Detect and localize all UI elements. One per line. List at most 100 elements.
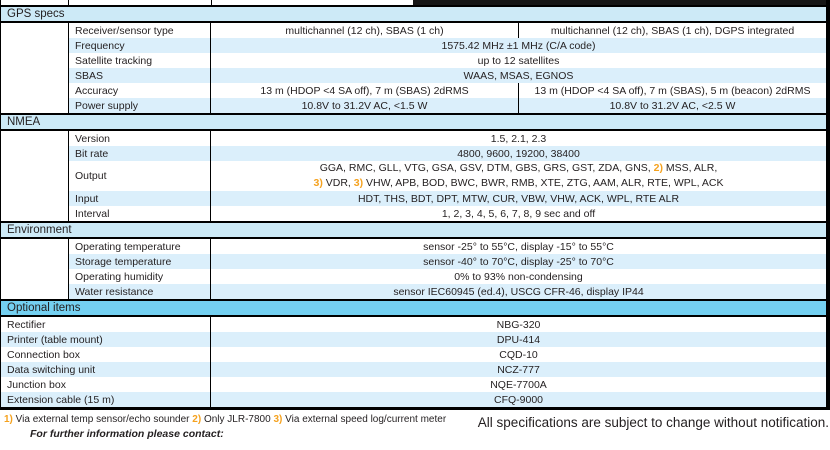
table-row: Frequency 1575.42 MHz ±1 MHz (C/A code) <box>69 38 826 53</box>
divider <box>413 0 826 5</box>
spec-value: NQE-7700A <box>490 378 547 391</box>
footnote-marker-2: 2) <box>653 162 663 174</box>
table-row: Interval 1, 2, 3, 4, 5, 6, 7, 8, 9 sec a… <box>69 206 826 221</box>
table-row: SBAS WAAS, MSAS, EGNOS <box>69 68 826 83</box>
spec-value: up to 12 satellites <box>477 54 560 67</box>
footnotes-line: 1) Via external temp sensor/echo sounder… <box>4 414 830 425</box>
spec-label: Bit rate <box>69 146 211 161</box>
section-header-environment: Environment <box>1 221 826 239</box>
spec-value: CQD-10 <box>499 348 538 361</box>
footnote-text: Via external speed log/current meter <box>282 414 447 425</box>
section-header-optional-items: Optional items <box>1 299 826 317</box>
footnote-marker-1: 1) <box>4 414 13 425</box>
table-row: Connection box CQD-10 <box>1 347 826 362</box>
spec-label: Version <box>69 131 211 146</box>
specifications-notice: All specifications are subject to change… <box>477 415 829 430</box>
spec-label: Junction box <box>1 377 211 392</box>
spec-label: Satellite tracking <box>69 53 211 68</box>
spec-value: 1.5, 2.1, 2.3 <box>490 132 547 145</box>
spec-label: Input <box>69 191 211 206</box>
cropped-previous-row <box>1 0 826 5</box>
spec-value-output: GGA, RMC, GLL, VTG, GSA, GSV, DTM, GBS, … <box>211 161 826 191</box>
output-text: VDR, <box>322 177 354 189</box>
table-row: Operating temperature sensor -25° to 55°… <box>69 239 826 254</box>
output-line-1: GGA, RMC, GLL, VTG, GSA, GSV, DTM, GBS, … <box>320 161 718 176</box>
section-title: Environment <box>7 224 72 236</box>
spec-value-left: 13 m (HDOP <4 SA off), 7 m (SBAS) 2dRMS <box>211 83 519 98</box>
spec-label: SBAS <box>69 68 211 83</box>
divider <box>68 0 69 5</box>
table-row: Output GGA, RMC, GLL, VTG, GSA, GSV, DTM… <box>69 161 826 191</box>
section-spacer-cell <box>1 239 69 299</box>
table-row: Rectifier NBG-320 <box>1 317 826 332</box>
table-row: Storage temperature sensor -40° to 70°C,… <box>69 254 826 269</box>
spec-label: Receiver/sensor type <box>69 23 211 38</box>
table-row: Junction box NQE-7700A <box>1 377 826 392</box>
spec-label: Interval <box>69 206 211 221</box>
spec-value: NCZ-777 <box>497 363 540 376</box>
spec-label: Output <box>69 161 211 191</box>
section-nmea: Version 1.5, 2.1, 2.3 Bit rate 4800, 960… <box>1 131 826 221</box>
footnote-text: Via external temp sensor/echo sounder <box>12 414 193 425</box>
spec-value-right: 13 m (HDOP <4 SA off), 7 m (SBAS), 5 m (… <box>534 84 811 97</box>
divider <box>211 0 212 5</box>
section-title: Optional items <box>7 302 81 314</box>
table-row: Operating humidity 0% to 93% non-condens… <box>69 269 826 284</box>
spec-label: Storage temperature <box>69 254 211 269</box>
spec-value: CFQ-9000 <box>493 393 544 406</box>
footnote-text: Only JLR-7800 <box>201 414 274 425</box>
output-text: VHW, APB, BOD, BWC, BWR, RMB, XTE, ZTG, … <box>363 177 724 189</box>
specification-table: GPS specs Receiver/sensor type multichan… <box>0 0 830 410</box>
spec-label: Frequency <box>69 38 211 53</box>
spec-value: sensor -25° to 55°C, display -15° to 55°… <box>423 240 614 253</box>
page-footer: 1) Via external temp sensor/echo sounder… <box>0 410 830 450</box>
section-header-nmea: NMEA <box>1 113 826 131</box>
table-row: Bit rate 4800, 9600, 19200, 38400 <box>69 146 826 161</box>
spec-value-right: multichannel (12 ch), SBAS (1 ch), DGPS … <box>550 24 795 37</box>
table-row: Data switching unit NCZ-777 <box>1 362 826 377</box>
table-row: Input HDT, THS, BDT, DPT, MTW, CUR, VBW,… <box>69 191 826 206</box>
table-row: Receiver/sensor type multichannel (12 ch… <box>69 23 826 38</box>
spec-label: Operating temperature <box>69 239 211 254</box>
section-optional: Rectifier NBG-320 Printer (table mount) … <box>1 317 826 407</box>
section-spacer-cell <box>1 23 69 113</box>
spec-label: Extension cable (15 m) <box>1 392 211 407</box>
spec-value-left: multichannel (12 ch), SBAS (1 ch) <box>211 23 519 38</box>
spec-value: 4800, 9600, 19200, 38400 <box>457 147 580 160</box>
spec-label: Water resistance <box>69 284 211 299</box>
spec-label: Power supply <box>69 98 211 113</box>
contact-note: For further information please contact: <box>30 428 224 440</box>
spec-value: sensor -40° to 70°C, display -25° to 70°… <box>423 255 614 268</box>
table-row: Accuracy 13 m (HDOP <4 SA off), 7 m (SBA… <box>69 83 826 98</box>
table-row: Water resistance sensor IEC60945 (ed.4),… <box>69 284 826 299</box>
spec-value: 1, 2, 3, 4, 5, 6, 7, 8, 9 sec and off <box>441 207 596 220</box>
spec-value: 1575.42 MHz ±1 MHz (C/A code) <box>441 39 596 52</box>
table-row: Power supply 10.8V to 31.2V AC, <1.5 W 1… <box>69 98 826 113</box>
spec-label: Connection box <box>1 347 211 362</box>
output-text: MSS, ALR, <box>663 162 718 174</box>
spec-value: WAAS, MSAS, EGNOS <box>463 69 574 82</box>
spec-value: NBG-320 <box>496 318 541 331</box>
spec-value: 0% to 93% non-condensing <box>454 270 583 283</box>
spec-label: Rectifier <box>1 317 211 332</box>
footnote-marker-2: 2) <box>192 414 202 425</box>
spec-value: sensor IEC60945 (ed.4), USCG CFR-46, dis… <box>393 285 644 298</box>
spec-value-right: 10.8V to 31.2V AC, <2.5 W <box>609 99 736 112</box>
spec-label: Operating humidity <box>69 269 211 284</box>
section-title: GPS specs <box>7 8 65 20</box>
spec-label: Printer (table mount) <box>1 332 211 347</box>
spec-value: HDT, THS, BDT, DPT, MTW, CUR, VBW, VHW, … <box>357 192 680 205</box>
output-line-2: 3) VDR, 3) VHW, APB, BOD, BWC, BWR, RMB,… <box>314 176 724 191</box>
spec-value-left: 10.8V to 31.2V AC, <1.5 W <box>211 98 519 113</box>
footnote-marker-3: 3) <box>313 177 323 189</box>
section-header-gps-specs: GPS specs <box>1 5 826 23</box>
section-spacer-cell <box>1 131 69 221</box>
table-row: Version 1.5, 2.1, 2.3 <box>69 131 826 146</box>
output-text: GGA, RMC, GLL, VTG, GSA, GSV, DTM, GBS, … <box>319 162 654 174</box>
footnote-marker-3: 3) <box>353 177 364 189</box>
section-gps: Receiver/sensor type multichannel (12 ch… <box>1 23 826 113</box>
spec-label: Accuracy <box>69 83 211 98</box>
table-row: Printer (table mount) DPU-414 <box>1 332 826 347</box>
spec-value: DPU-414 <box>496 333 541 346</box>
